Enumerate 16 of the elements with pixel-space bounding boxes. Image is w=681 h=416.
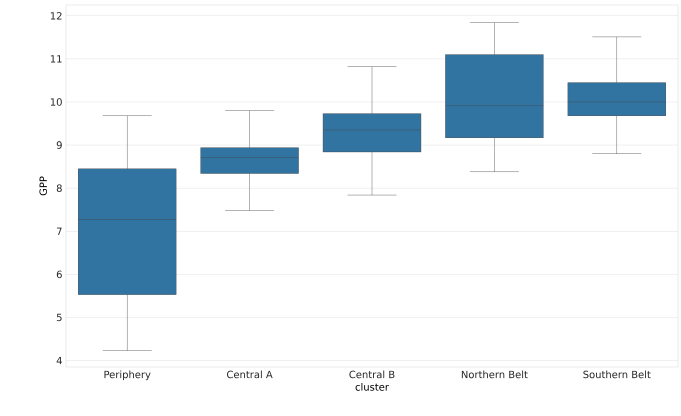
y-tick-label: 7 bbox=[56, 228, 62, 235]
x-tick-label: Southern Belt bbox=[583, 370, 651, 378]
y-tick-label: 4 bbox=[56, 356, 62, 364]
y-tick-label: 11 bbox=[50, 55, 62, 63]
y-tick-label: 12 bbox=[50, 12, 62, 20]
y-tick-label: 9 bbox=[56, 141, 62, 149]
y-tick-label: 5 bbox=[56, 314, 62, 322]
y-tick-label: 8 bbox=[56, 184, 62, 192]
x-tick-label: Central A bbox=[227, 370, 273, 378]
x-tick-label: Central B bbox=[349, 370, 394, 378]
y-tick-label: 6 bbox=[56, 270, 62, 278]
x-axis-title: cluster bbox=[356, 382, 389, 391]
x-tick-label: Periphery bbox=[104, 370, 151, 380]
x-tick-label: Northern Belt bbox=[462, 370, 528, 378]
y-tick-label: 10 bbox=[50, 98, 62, 106]
y-axis-title: GPP bbox=[39, 176, 47, 196]
